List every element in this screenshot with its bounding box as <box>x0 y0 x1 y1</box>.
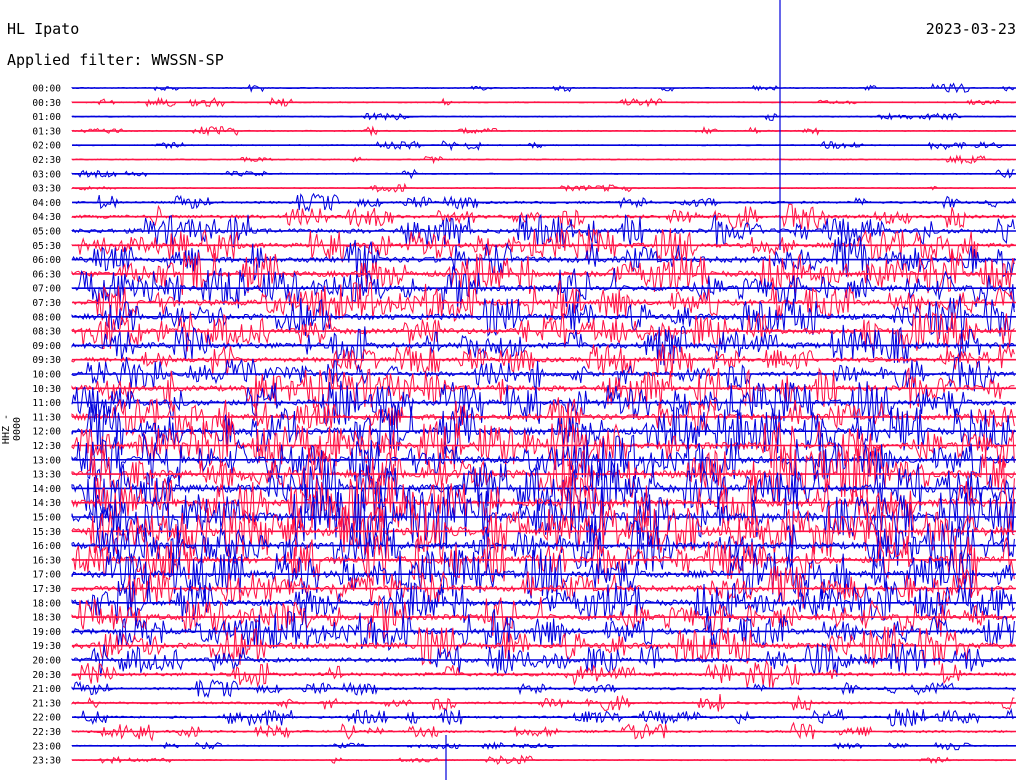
row-time-labels: 00:00 00:30 01:00 01:30 02:00 02:30 03:00 03:30… <box>32 84 61 767</box>
row-time-label: 08:00 <box>32 312 61 323</box>
row-time-label: 23:00 <box>32 741 61 752</box>
row-time-label: 16:00 <box>32 541 61 552</box>
row-time-label: 02:30 <box>32 155 61 166</box>
row-time-label: 07:30 <box>32 298 61 309</box>
row-time-label: 14:30 <box>32 498 61 509</box>
row-time-label: 18:30 <box>32 613 61 624</box>
trace-line <box>71 280 1015 323</box>
row-time-label: 11:00 <box>32 398 61 409</box>
row-time-label: 12:30 <box>32 441 61 452</box>
row-time-label: 15:30 <box>32 527 61 538</box>
row-time-label: 18:00 <box>32 598 61 609</box>
row-time-label: 05:30 <box>32 241 61 252</box>
trace-line <box>71 356 1015 392</box>
row-time-label: 01:30 <box>32 126 61 137</box>
date-label: 2023-03-23 <box>925 20 1016 38</box>
row-time-label: 10:30 <box>32 384 61 395</box>
row-time-label: 09:30 <box>32 355 61 366</box>
row-time-label: 03:00 <box>32 169 61 180</box>
row-time-label: 23:30 <box>32 756 61 767</box>
row-time-label: 22:00 <box>32 713 61 724</box>
row-time-label: 00:30 <box>32 98 61 109</box>
row-time-label: 13:30 <box>32 470 61 481</box>
row-time-label: 06:30 <box>32 269 61 280</box>
row-time-label: 03:30 <box>32 184 61 195</box>
row-time-label: 08:30 <box>32 327 61 338</box>
row-time-label: 07:00 <box>32 284 61 295</box>
row-time-label: 19:30 <box>32 641 61 652</box>
row-time-label: 04:00 <box>32 198 61 209</box>
filter-label: Applied filter: WWSSN-SP <box>7 51 224 69</box>
trace-line <box>71 679 1015 699</box>
row-time-label: 21:00 <box>32 684 61 695</box>
row-time-label: 05:00 <box>32 227 61 238</box>
row-time-label: 04:30 <box>32 212 61 223</box>
trace-line <box>71 520 1015 572</box>
trace-line <box>71 251 1015 295</box>
trace-line <box>71 580 1015 624</box>
row-time-label: 11:30 <box>32 412 61 423</box>
row-time-label: 21:30 <box>32 698 61 709</box>
station-title: HL Ipato <box>7 20 80 38</box>
trace-line <box>71 419 1015 470</box>
row-time-label: 10:00 <box>32 370 61 381</box>
trace-line <box>71 324 1015 366</box>
row-time-label: 17:30 <box>32 584 61 595</box>
trace-line <box>71 443 1015 506</box>
row-time-label: 02:00 <box>32 141 61 152</box>
row-time-label: 00:00 <box>32 84 61 95</box>
row-time-label: 09:00 <box>32 341 61 352</box>
trace-line <box>71 484 1015 552</box>
row-time-label: 20:00 <box>32 656 61 667</box>
trace-line <box>71 659 1015 688</box>
seismic-traces <box>71 0 1016 780</box>
row-time-label: 15:00 <box>32 513 61 524</box>
row-time-label: 22:30 <box>32 727 61 738</box>
trace-line <box>71 266 1015 310</box>
row-time-label: 06:00 <box>32 255 61 266</box>
row-time-label: 01:00 <box>32 112 61 123</box>
row-time-label: 14:00 <box>32 484 61 495</box>
row-time-label: 20:30 <box>32 670 61 681</box>
row-time-label: 17:00 <box>32 570 61 581</box>
trace-line <box>71 608 1015 651</box>
row-time-label: 19:00 <box>32 627 61 638</box>
trace-line <box>71 213 1015 248</box>
row-time-label: 13:00 <box>32 455 61 466</box>
row-time-label: 16:30 <box>32 555 61 566</box>
row-time-label: 12:00 <box>32 427 61 438</box>
